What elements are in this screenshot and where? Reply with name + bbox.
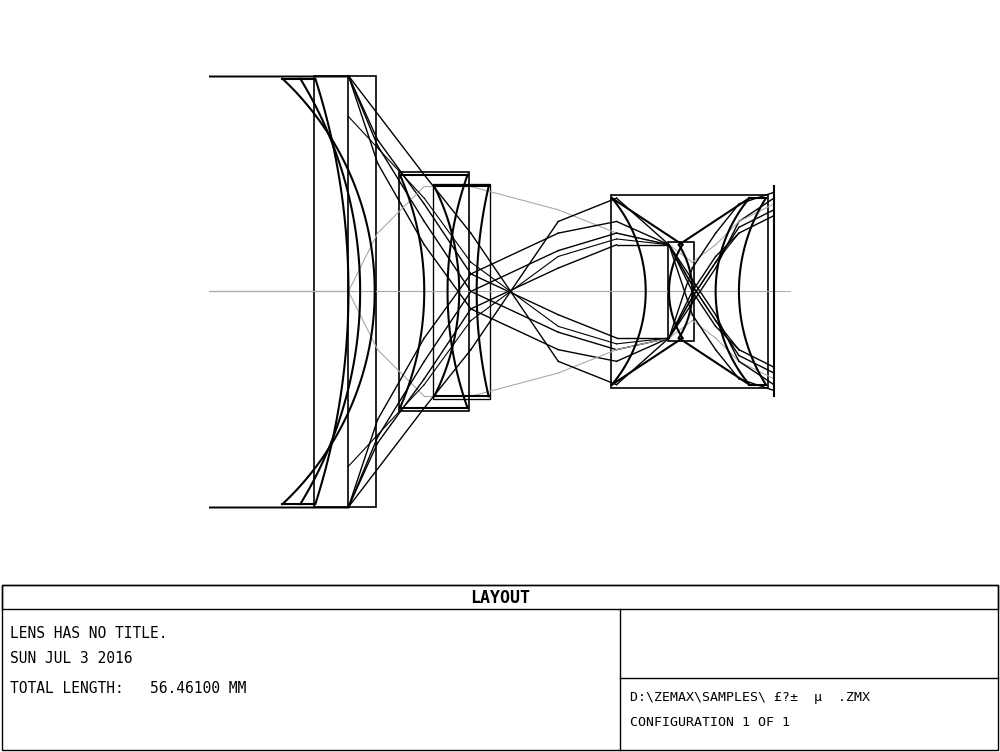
Bar — [2, 585, 998, 609]
Text: SUN JUL 3 2016: SUN JUL 3 2016 — [10, 651, 132, 666]
Text: TOTAL LENGTH:   56.46100 MM: TOTAL LENGTH: 56.46100 MM — [10, 681, 246, 696]
Bar — [314, 76, 376, 507]
Bar — [399, 172, 469, 411]
Bar — [611, 196, 768, 387]
Text: CONFIGURATION 1 OF 1: CONFIGURATION 1 OF 1 — [630, 716, 790, 729]
Bar — [668, 242, 694, 341]
Text: LENS HAS NO TITLE.: LENS HAS NO TITLE. — [10, 626, 168, 641]
Bar — [433, 183, 490, 399]
Text: LAYOUT: LAYOUT — [470, 589, 530, 607]
Text: D:\ZEMAX\SAMPLES\ £?±  µ  .ZMX: D:\ZEMAX\SAMPLES\ £?± µ .ZMX — [630, 691, 870, 705]
